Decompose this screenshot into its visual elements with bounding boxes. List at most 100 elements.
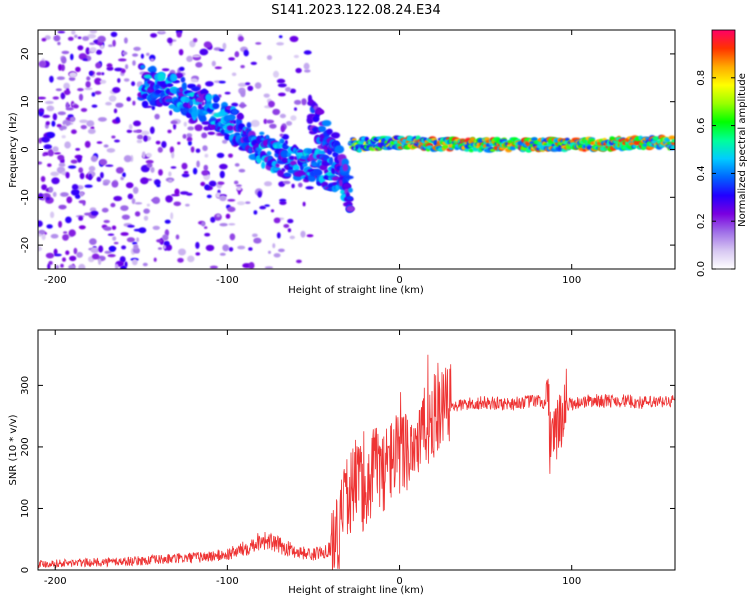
descending-streak-point [180,76,186,83]
scattered-noise-point [38,96,46,100]
scattered-noise-point [133,46,141,52]
scattered-noise-point [91,253,100,260]
steady-line-point [668,135,675,140]
scattered-noise-point [156,183,161,188]
scattered-noise-point [155,140,161,145]
scattered-noise-point [107,254,116,258]
scattered-noise-point [302,201,306,207]
scattered-noise-point [60,263,64,268]
scattered-noise-point [216,213,221,218]
scattered-noise-point [264,204,270,207]
scattered-noise-point [289,235,295,240]
scattered-noise-point [50,211,55,219]
scattered-noise-point [186,55,193,63]
scattered-noise-point [237,82,247,87]
scattered-noise-point [272,108,281,116]
scattered-noise-point [204,184,210,190]
spectrogram-x-tick-label: 100 [562,275,581,286]
descending-streak-point [226,125,234,131]
steady-line-point [442,144,449,150]
scattered-noise-point [227,199,236,202]
scattered-noise-point [73,247,78,255]
scattered-noise-point [162,234,169,241]
descending-streak-point [201,121,211,125]
descending-streak-point [197,103,203,110]
scattered-noise-point [296,259,302,264]
scattered-noise-point [132,258,138,266]
scattered-noise-point [222,139,228,144]
scattered-noise-point [56,124,62,128]
scattered-noise-point [57,111,66,116]
scattered-noise-point [168,171,172,177]
scattered-noise-point [69,116,76,122]
scattered-noise-point [88,173,93,181]
scattered-noise-point [128,124,133,130]
scattered-noise-point [238,104,247,108]
scattered-noise-point [69,255,77,262]
scattered-noise-point [55,88,62,92]
scattered-noise-point [91,104,98,108]
secondary-streak-point [342,163,349,172]
scattered-noise-point [53,253,62,257]
snr-x-ticks: -200 -100 0 100 [44,330,581,587]
scattered-noise-point [304,69,311,73]
scattered-noise-point [72,104,79,109]
scattered-noise-point [74,193,81,199]
scattered-noise-point [196,160,200,168]
spectrogram-x-tick-label: -100 [216,275,239,286]
colorbar: 0.0 0.2 0.4 0.6 0.8 Normalized spectral ampl… [696,29,748,277]
descending-streak-point [290,160,297,166]
scattered-noise-point [265,119,275,124]
scattered-noise-point [107,233,115,236]
scattered-noise-point [120,205,129,212]
spectrogram-y-ticks: -20 -10 0 10 20 [20,48,675,253]
scattered-noise-point [60,92,66,100]
descending-streak-point [224,133,231,141]
scattered-noise-point [158,169,163,176]
scattered-noise-point [115,116,120,123]
descending-streak-point [302,162,308,168]
scattered-noise-point [80,125,87,130]
scattered-noise-point [88,165,96,172]
snr-x-tick-label: 0 [396,576,402,587]
descending-streak-point [283,172,292,177]
scattered-noise-point [181,173,190,178]
scattered-noise-point [102,182,109,186]
snr-y-tick-label: 0 [20,567,31,573]
scattered-noise-point [50,233,59,239]
steady-line-point [628,142,636,146]
scattered-noise-point [199,48,209,56]
secondary-streak-point [330,132,341,139]
scattered-noise-point [103,219,110,224]
scattered-noise-point [151,105,156,111]
scattered-noise-point [62,234,69,241]
scattered-noise-point [78,167,84,174]
scattered-noise-point [69,72,78,78]
scattered-noise-point [161,141,167,148]
scattered-noise-point [77,88,84,92]
scattered-noise-point [268,100,275,108]
scattered-noise-point [245,82,251,86]
scattered-noise-point [237,245,246,250]
scattered-noise-point [281,134,290,140]
scattered-noise-point [117,78,121,83]
descending-streak-point [205,93,213,102]
scattered-noise-point [133,120,141,127]
scattered-noise-point [118,58,127,62]
scattered-noise-point [96,72,102,76]
scattered-noise-point [75,66,81,73]
colorbar-tick-label: 0.4 [696,165,707,181]
scattered-noise-point [192,54,201,58]
scattered-noise-point [178,248,186,256]
scattered-noise-point [63,82,70,90]
scattered-noise-point [64,141,71,149]
scattered-noise-point [62,119,71,127]
scattered-noise-point [89,30,98,34]
scattered-noise-point [257,190,262,198]
scattered-noise-point [209,265,218,269]
scattered-noise-point [283,224,290,228]
scattered-noise-point [137,134,144,140]
scattered-noise-point [183,170,189,175]
scattered-noise-point [78,216,84,221]
